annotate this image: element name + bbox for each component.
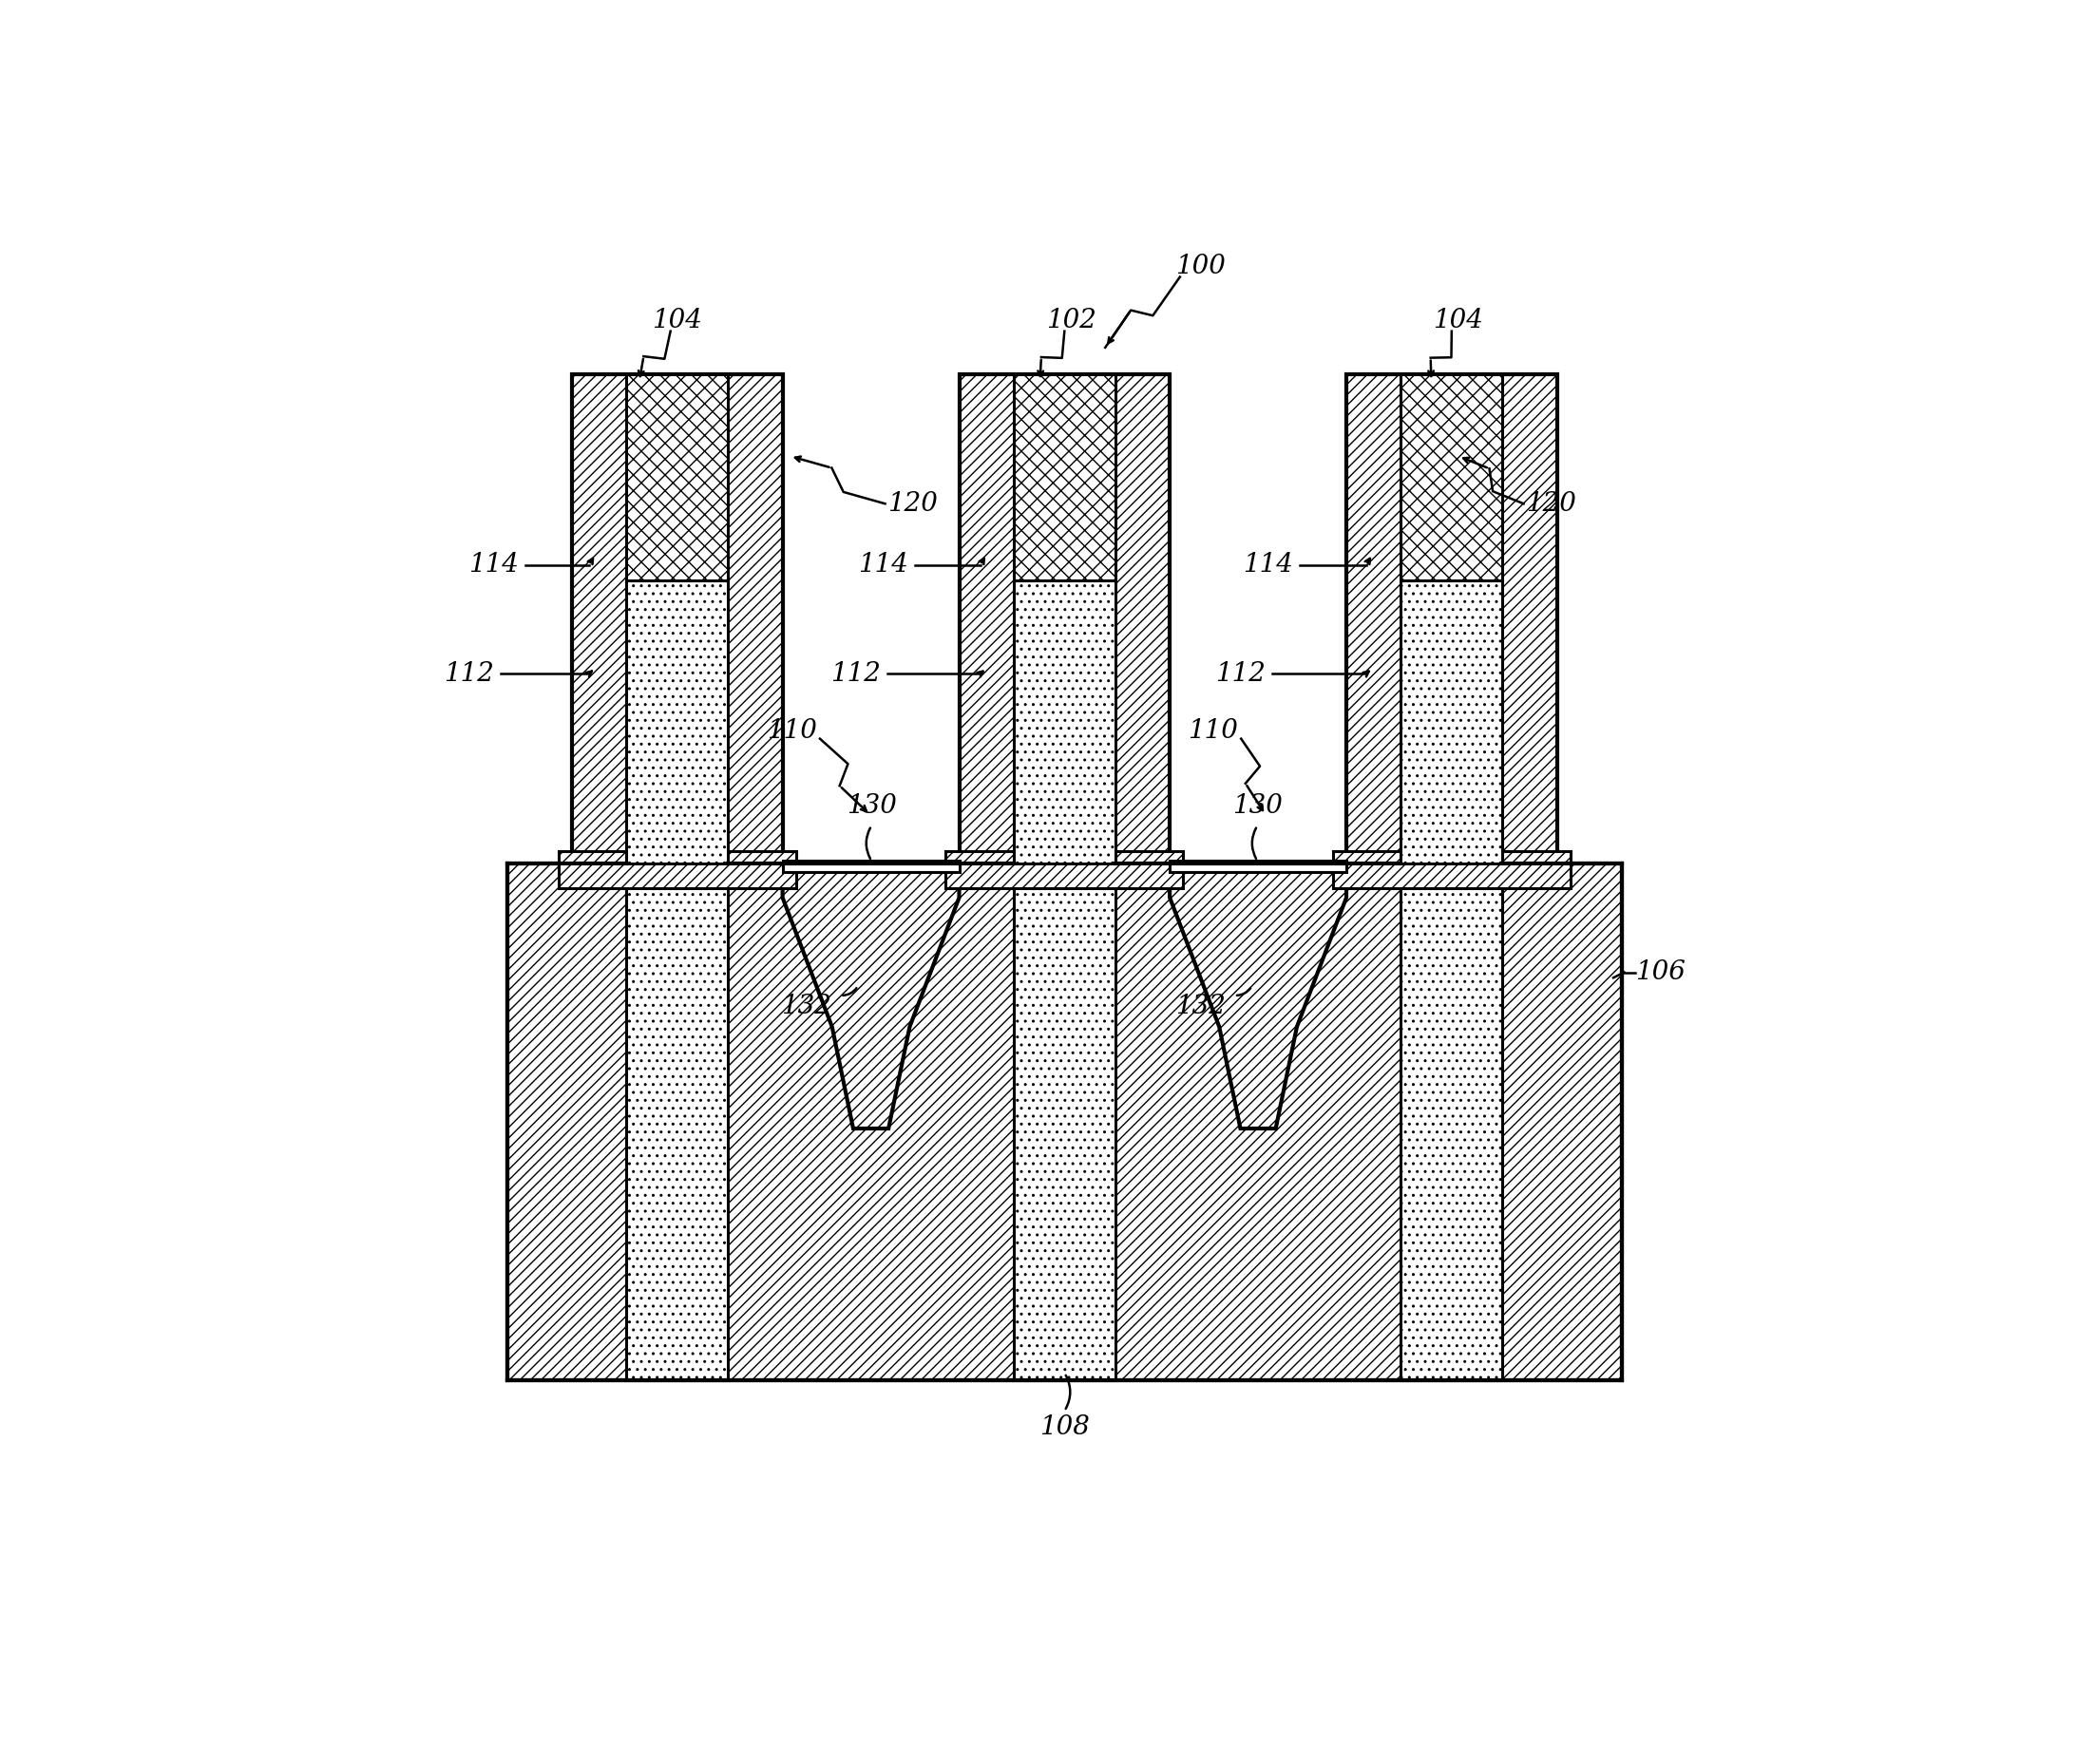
Polygon shape xyxy=(783,864,960,1129)
Text: 112: 112 xyxy=(444,662,494,686)
Text: 114: 114 xyxy=(467,552,519,577)
Polygon shape xyxy=(960,374,1169,864)
Text: 132: 132 xyxy=(781,993,831,1020)
Polygon shape xyxy=(1400,374,1502,580)
Text: 102: 102 xyxy=(1047,307,1097,333)
Polygon shape xyxy=(1333,852,1570,887)
Text: 112: 112 xyxy=(831,662,881,686)
Polygon shape xyxy=(1169,861,1346,871)
Text: 110: 110 xyxy=(1188,718,1238,743)
Polygon shape xyxy=(1014,580,1115,864)
Polygon shape xyxy=(627,864,729,1379)
Text: 114: 114 xyxy=(1242,552,1292,577)
Text: 120: 120 xyxy=(887,490,939,517)
Polygon shape xyxy=(1346,374,1558,864)
Polygon shape xyxy=(1400,864,1502,1379)
Polygon shape xyxy=(945,852,1184,887)
Text: 104: 104 xyxy=(652,307,702,333)
Polygon shape xyxy=(627,374,729,580)
Text: 104: 104 xyxy=(1433,307,1483,333)
Text: 130: 130 xyxy=(847,794,897,818)
Text: 110: 110 xyxy=(766,718,816,743)
Text: 112: 112 xyxy=(1215,662,1265,686)
Text: 106: 106 xyxy=(1635,960,1684,984)
Polygon shape xyxy=(507,864,1622,1379)
Text: 120: 120 xyxy=(1527,490,1576,517)
Polygon shape xyxy=(627,580,729,864)
Text: 108: 108 xyxy=(1038,1415,1090,1439)
Polygon shape xyxy=(1014,374,1115,580)
Polygon shape xyxy=(1400,580,1502,864)
Polygon shape xyxy=(559,852,795,887)
Text: 114: 114 xyxy=(858,552,908,577)
Polygon shape xyxy=(1014,864,1115,1379)
Text: 132: 132 xyxy=(1176,993,1225,1020)
Polygon shape xyxy=(571,374,783,864)
Polygon shape xyxy=(783,861,960,871)
Text: 100: 100 xyxy=(1176,254,1225,279)
Text: 130: 130 xyxy=(1232,794,1282,818)
Polygon shape xyxy=(1169,864,1346,1129)
